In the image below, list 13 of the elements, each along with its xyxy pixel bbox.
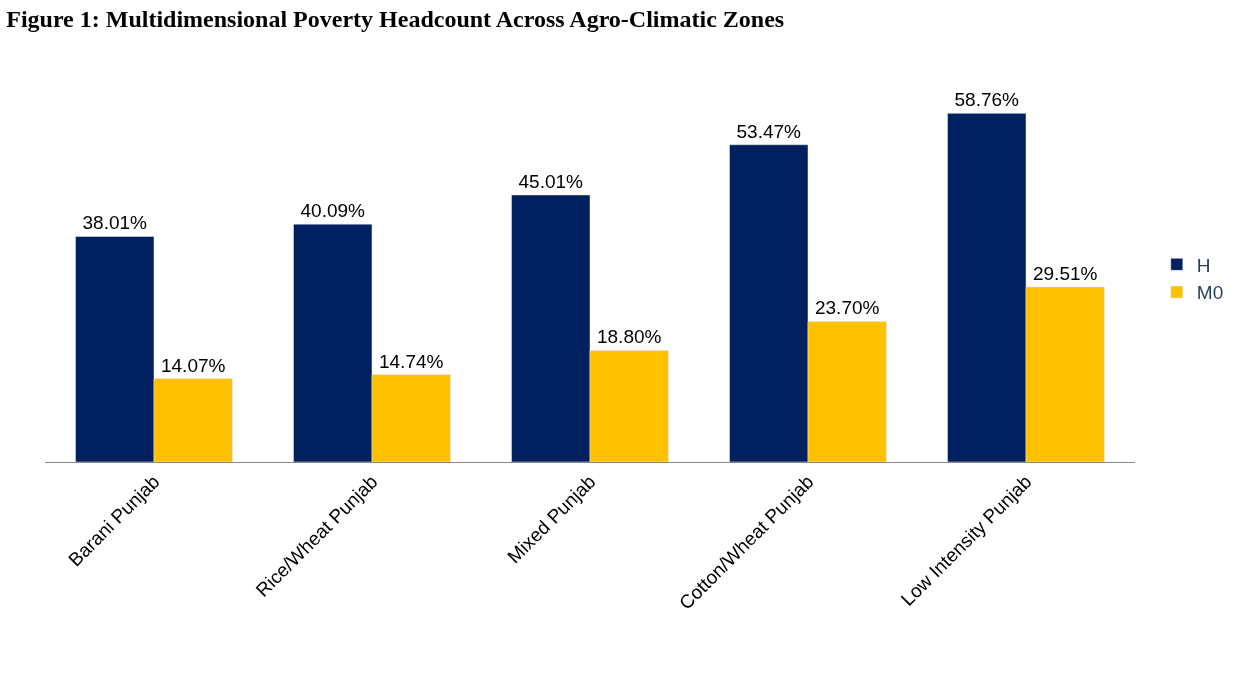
- data-label: 40.09%: [300, 200, 366, 222]
- legend-label: H: [1196, 254, 1211, 276]
- data-label: 18.80%: [596, 326, 662, 348]
- chart-title: Figure 1: Multidimensional Poverty Headcount Across Agro-Climatic Zones: [6, 5, 785, 32]
- legend-label: M0: [1196, 282, 1224, 304]
- data-label: 14.74%: [378, 350, 444, 372]
- data-label: 23.70%: [814, 297, 880, 319]
- data-label: 53.47%: [736, 120, 802, 142]
- data-label: 29.51%: [1032, 262, 1098, 284]
- data-label: 38.01%: [82, 212, 148, 234]
- data-label: 58.76%: [954, 89, 1020, 111]
- data-label: 14.07%: [160, 354, 226, 376]
- data-label: 45.01%: [518, 170, 584, 192]
